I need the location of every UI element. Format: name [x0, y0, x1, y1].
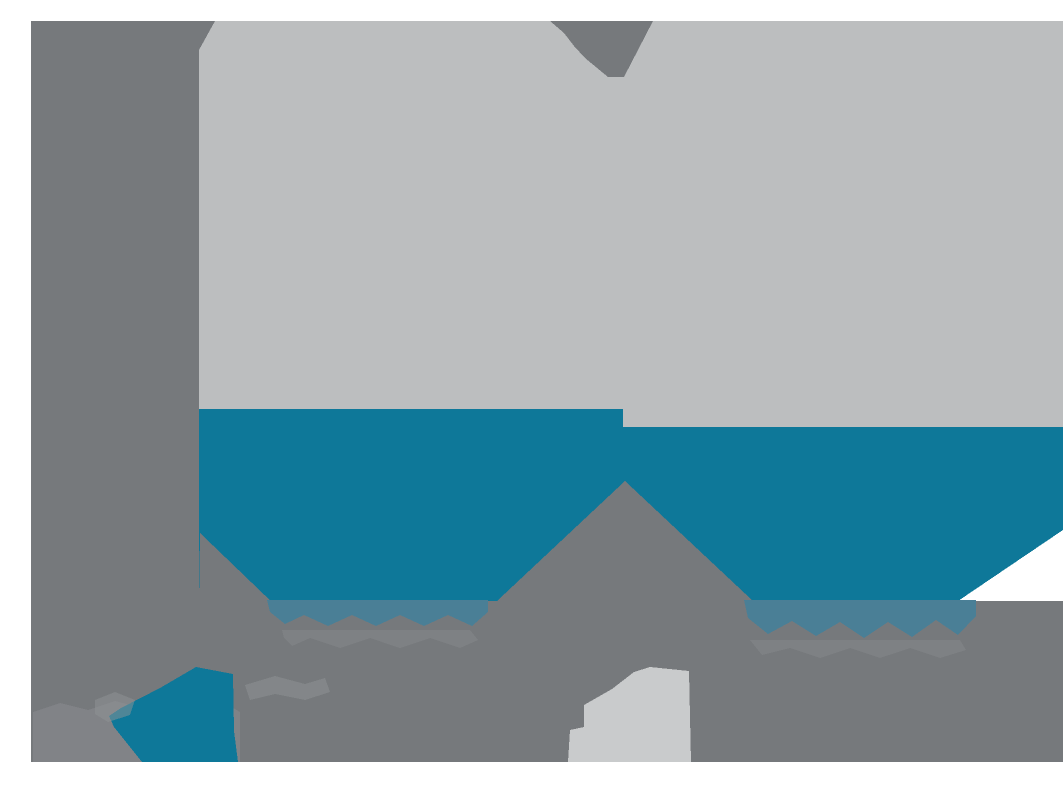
blurred-text-left: [282, 630, 478, 648]
blurred-text-right: [750, 640, 966, 658]
wave-mark-2: [245, 676, 330, 700]
wave-mark-1: [95, 692, 135, 722]
panel-corner-wedge: [196, 21, 215, 50]
funnel-notch: [550, 21, 653, 77]
light-gray-blob: [568, 667, 691, 762]
blue-chevron-mark: [109, 667, 238, 762]
light-gray-panel: [199, 21, 1063, 427]
band-corner-wedge: [199, 533, 277, 607]
teal-substrip-left: [267, 600, 488, 626]
teal-substrip-right: [744, 600, 976, 638]
center-gray-triangle: [497, 481, 753, 601]
